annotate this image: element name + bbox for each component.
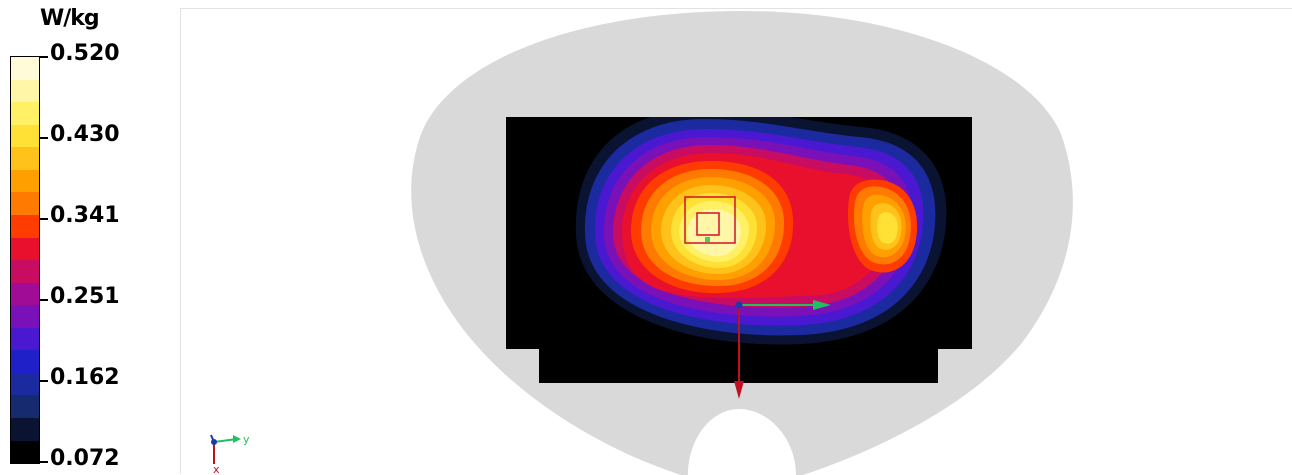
legend-value: 0.251 — [50, 284, 120, 309]
legend-swatch — [11, 147, 39, 170]
legend-swatch — [11, 305, 39, 328]
legend-swatch — [11, 260, 39, 283]
legend-swatch — [11, 124, 39, 148]
sar-viewport[interactable]: y x — [180, 8, 1292, 475]
measurement-cursor-icon[interactable] — [734, 300, 831, 399]
legend-unit-label: W/kg — [40, 6, 100, 31]
colorbar-icon — [10, 56, 40, 464]
legend-value: 0.430 — [50, 122, 120, 147]
legend-value: 0.341 — [50, 203, 120, 228]
legend-tick — [40, 56, 48, 58]
legend-swatch — [11, 192, 39, 215]
legend-swatch — [11, 418, 39, 441]
legend-swatch — [11, 214, 39, 238]
legend-tick — [40, 461, 48, 463]
legend-swatch — [11, 350, 39, 373]
legend-value-max: 0.520 — [50, 41, 120, 66]
legend-tick — [40, 137, 48, 139]
peak-cube-icon — [684, 196, 736, 244]
sar-distribution-scene[interactable]: y x — [181, 9, 1292, 475]
orientation-triad-icon: y x — [210, 433, 250, 475]
legend-tick — [40, 218, 48, 220]
axis-label-x: x — [213, 463, 220, 475]
legend-value-min: 0.072 — [50, 446, 120, 471]
legend-swatch — [11, 169, 39, 193]
legend-tick — [40, 299, 48, 301]
legend-swatch — [11, 282, 39, 306]
axis-label-y: y — [243, 433, 250, 446]
legend-swatch — [11, 372, 39, 396]
legend-swatch — [11, 327, 39, 351]
sar-heatmap — [575, 117, 947, 345]
legend-swatch — [11, 237, 39, 261]
legend-swatch — [11, 395, 39, 418]
legend-swatch — [11, 57, 39, 80]
legend-value: 0.162 — [50, 365, 120, 390]
legend-swatch — [11, 79, 39, 103]
legend-swatch — [11, 440, 39, 464]
legend-swatch — [11, 102, 39, 125]
legend-tick — [40, 380, 48, 382]
color-legend: W/kg 0.520 0.430 0.341 0.251 0.162 0.072 — [0, 0, 180, 474]
